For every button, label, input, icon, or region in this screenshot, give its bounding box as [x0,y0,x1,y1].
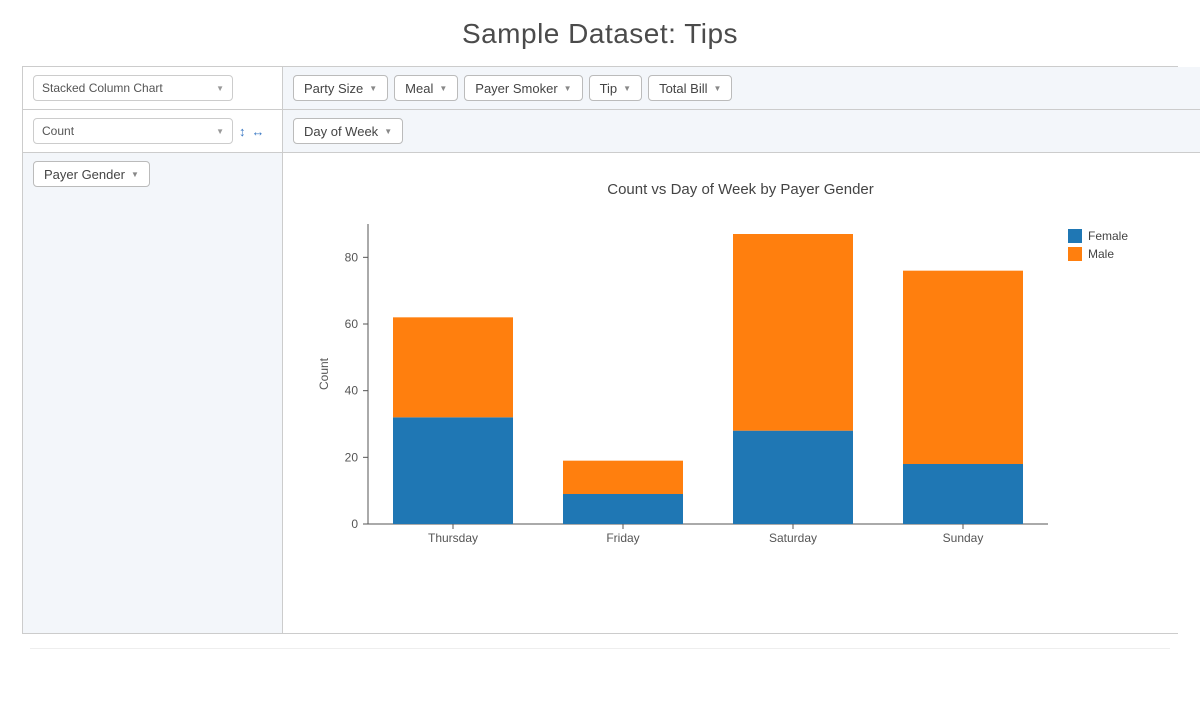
bar-segment [903,271,1023,464]
color-field-label: Payer Gender [44,167,125,182]
svg-text:Sunday: Sunday [943,531,984,545]
unused-fields-shelf: Party Size▼Meal▼Payer Smoker▼Tip▼Total B… [283,67,1200,110]
color-field-pill[interactable]: Payer Gender ▼ [33,161,150,187]
aggregate-cell: Count ▼ ↕ ↔ [23,110,283,153]
bar-segment [393,317,513,417]
footer-divider [30,648,1170,649]
svg-text:Friday: Friday [606,531,639,545]
sort-horizontal-icon[interactable]: ↔ [252,124,265,139]
svg-text:40: 40 [345,384,359,398]
aggregate-select[interactable]: Count ▼ [33,118,233,144]
bar-segment [733,234,853,431]
field-pill[interactable]: Payer Smoker ▼ [464,75,582,101]
bar-segment [393,417,513,524]
chart-cell: Count vs Day of Week by Payer Gender 0 20… [283,153,1200,633]
page-title: Sample Dataset: Tips [0,18,1200,50]
aggregate-label: Count [42,124,74,138]
chevron-down-icon: ▼ [216,84,224,93]
chevron-down-icon: ▼ [384,127,392,136]
sort-vertical-icon[interactable]: ↕ [239,124,246,139]
field-pill[interactable]: Party Size ▼ [293,75,388,101]
field-pill-label: Tip [600,81,618,96]
chart-title: Count vs Day of Week by Payer Gender [313,181,1168,198]
chevron-down-icon: ▼ [439,84,447,93]
chevron-down-icon: ▼ [369,84,377,93]
field-pill[interactable]: Total Bill ▼ [648,75,732,101]
svg-text:80: 80 [345,250,359,264]
svg-text:Thursday: Thursday [428,531,478,545]
svg-text:20: 20 [345,450,359,464]
chevron-down-icon: ▼ [216,127,224,136]
legend-label: Female [1088,229,1128,243]
field-pill-label: Party Size [304,81,363,96]
chart-type-select[interactable]: Stacked Column Chart ▼ [33,75,233,101]
svg-text:60: 60 [345,317,359,331]
chevron-down-icon: ▼ [131,170,139,179]
field-pill-label: Meal [405,81,433,96]
field-pill-label: Total Bill [659,81,707,96]
x-field-label: Day of Week [304,124,378,139]
bar-segment [563,494,683,524]
x-axis-shelf: Day of Week ▼ [283,110,1200,153]
legend-swatch [1068,247,1082,261]
chevron-down-icon: ▼ [623,84,631,93]
bar-segment [903,464,1023,524]
pivot-layout: Stacked Column Chart ▼ Party Size▼Meal▼P… [22,66,1178,634]
svg-text:Count: Count [317,357,331,390]
stacked-bar-chart: 0 20 40 60 80 Count Thursday Friday Saturday Sund… [313,214,1168,564]
color-shelf: Payer Gender ▼ [23,153,283,633]
field-pill[interactable]: Tip ▼ [589,75,643,101]
legend-label: Male [1088,247,1114,261]
chart-legend: Female Male [1068,229,1128,261]
chart-area: Count vs Day of Week by Payer Gender 0 20… [293,161,1196,577]
field-pill-label: Payer Smoker [475,81,557,96]
bar-segment [733,431,853,524]
chart-type-label: Stacked Column Chart [42,81,163,95]
svg-text:0: 0 [351,517,358,531]
x-field-pill[interactable]: Day of Week ▼ [293,118,403,144]
sort-icons: ↕ ↔ [239,124,265,139]
chevron-down-icon: ▼ [564,84,572,93]
legend-swatch [1068,229,1082,243]
field-pill[interactable]: Meal ▼ [394,75,458,101]
svg-text:Saturday: Saturday [769,531,817,545]
chevron-down-icon: ▼ [714,84,722,93]
bar-segment [563,461,683,494]
chart-type-cell: Stacked Column Chart ▼ [23,67,283,110]
